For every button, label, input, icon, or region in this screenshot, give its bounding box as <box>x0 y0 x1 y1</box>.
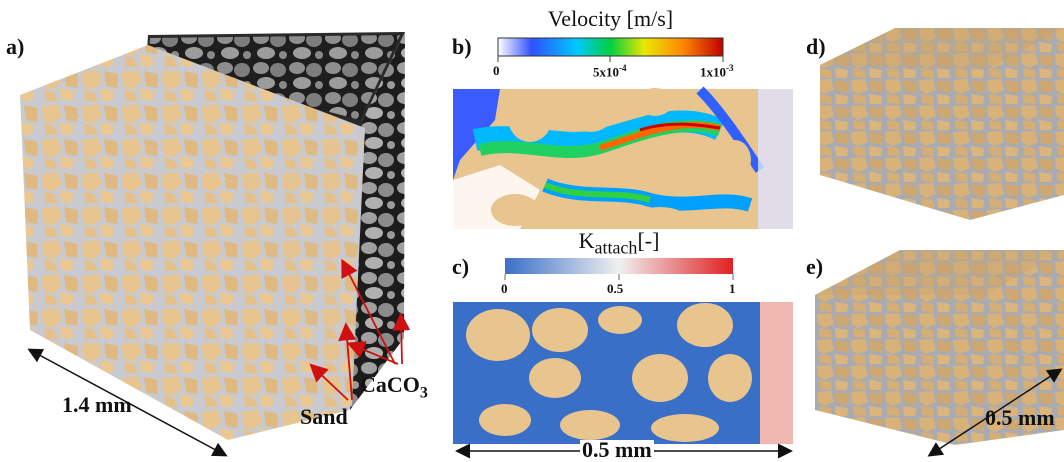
velocity-colorbar <box>497 37 724 57</box>
annotation-arrows <box>309 258 411 401</box>
caco3-label: CaCO3 <box>360 372 428 402</box>
velocity-colorbar-title: Velocity [m/s] <box>547 6 674 31</box>
panel-label-e: e) <box>806 254 824 279</box>
panel-c-kattach-map <box>453 302 793 444</box>
velocity-tick-0: 0 <box>493 63 500 78</box>
kattach-tick-max: 1 <box>729 281 736 296</box>
panel-label-d: d) <box>806 34 826 59</box>
kattach-colorbar <box>505 258 733 274</box>
panel-d-cube <box>820 28 1064 220</box>
sand-arrow-2 <box>338 322 357 401</box>
panel-label-a: a) <box>6 34 25 59</box>
velocity-tick-max: 1x10-3 <box>700 63 734 80</box>
cube-top-face <box>20 45 365 183</box>
sand-arrow-1 <box>309 363 349 401</box>
sand-label: Sand <box>300 404 348 429</box>
scale-label-e: 0.5 mm <box>985 405 1055 430</box>
caco3-arrow-2 <box>346 341 399 365</box>
panel-a-cube <box>20 32 405 440</box>
panel-label-b: b) <box>452 34 472 59</box>
scale-arrow-e <box>927 368 1063 457</box>
scale-label-c: 0.5 mm <box>580 437 654 462</box>
cube-right-face-ct <box>350 32 405 410</box>
kattach-tick-mid: 0.5 <box>607 281 624 296</box>
kattach-colorbar-ticks <box>504 274 734 280</box>
velocity-tick-mid: 5x10-4 <box>593 63 627 80</box>
velocity-colorbar-ticks <box>497 56 724 62</box>
scale-arrow-a <box>27 348 228 457</box>
scale-label-a: 1.4 mm <box>62 392 132 417</box>
caco3-arrow-3 <box>392 312 411 365</box>
panel-label-c: c) <box>452 254 470 279</box>
caco3-arrow-1 <box>341 258 396 365</box>
panel-b-velocity-map <box>453 86 793 229</box>
kattach-tick-0: 0 <box>501 281 508 296</box>
kattach-colorbar-title: Kattach[-] <box>578 228 660 258</box>
